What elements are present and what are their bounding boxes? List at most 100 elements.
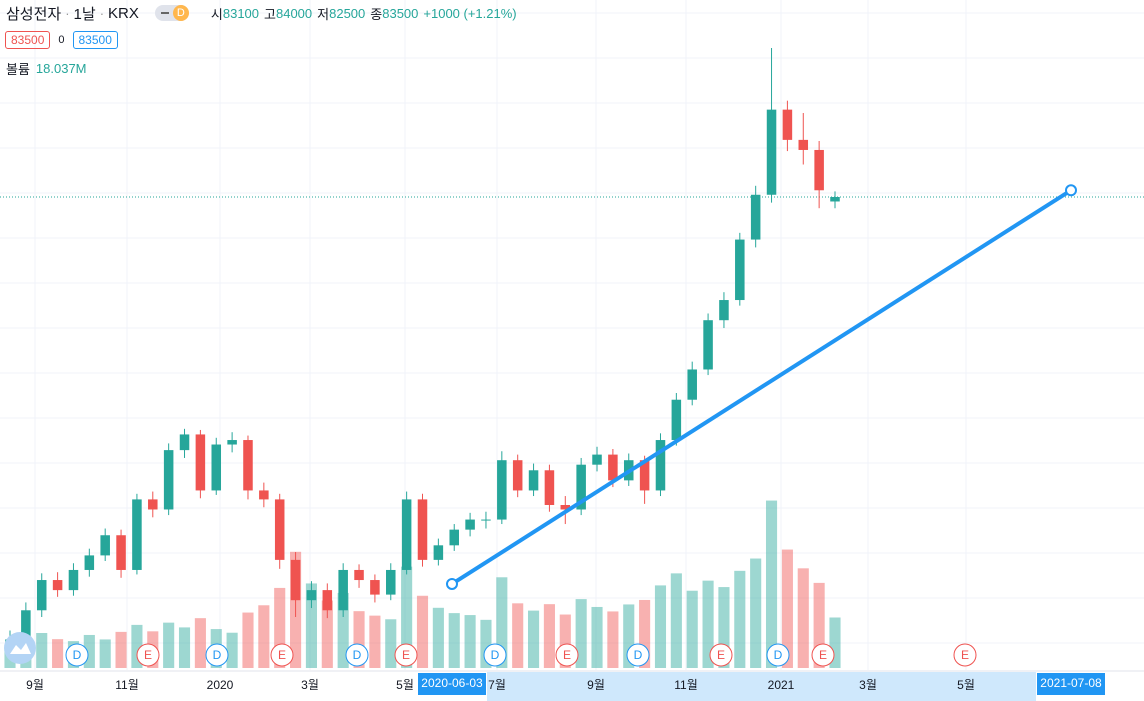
event-marker[interactable]	[811, 643, 835, 667]
volume-bar	[734, 570, 746, 668]
volume-bar	[591, 606, 603, 668]
close-value: 83500	[382, 5, 419, 21]
volume-bar	[163, 622, 175, 668]
candle-body	[148, 499, 158, 510]
volume-bar	[99, 639, 111, 668]
event-marker[interactable]	[709, 643, 733, 667]
candle-body	[449, 529, 459, 546]
trend-handle[interactable]	[1065, 184, 1077, 197]
high-value: 84000	[275, 5, 313, 21]
volume-bar	[337, 592, 349, 668]
event-label: D	[491, 648, 500, 662]
candle-body	[370, 580, 380, 595]
event-marker[interactable]	[555, 643, 579, 667]
candle-body	[274, 499, 285, 560]
event-label: D	[353, 648, 362, 662]
event-marker[interactable]	[136, 643, 160, 667]
volume-bar	[432, 607, 444, 668]
volume-bar	[274, 587, 286, 668]
candle-body	[179, 434, 190, 451]
trend-handle[interactable]	[446, 577, 458, 590]
candle-body	[84, 555, 95, 570]
event-label: E	[402, 648, 410, 662]
volume-bar	[543, 604, 555, 668]
volume-label: 볼륨	[6, 61, 30, 77]
candle-body	[608, 454, 618, 481]
low-label: 저	[317, 6, 330, 22]
x-tick-label: 2020	[207, 678, 234, 692]
sell-price[interactable]: 83500	[5, 31, 51, 49]
volume-bar	[686, 590, 698, 668]
candle-body	[433, 545, 444, 560]
volume-bar	[623, 604, 635, 668]
event-label: D	[634, 648, 643, 662]
event-marker[interactable]	[205, 643, 229, 667]
volume-bar	[813, 582, 825, 668]
volume-bar	[115, 631, 127, 668]
event-label: D	[774, 648, 783, 662]
candle-body	[719, 300, 729, 321]
volume-bar	[385, 619, 397, 668]
event-marker[interactable]	[394, 643, 418, 667]
event-marker[interactable]	[270, 643, 294, 667]
x-tick-label: 11월	[674, 678, 698, 692]
candle-body	[687, 369, 697, 400]
candle-body	[386, 569, 396, 595]
volume-bar	[654, 585, 667, 668]
candle-body	[417, 499, 428, 560]
candle-body	[259, 490, 269, 500]
volume-bar	[36, 633, 48, 668]
candle-body	[497, 460, 507, 520]
candle-body	[576, 464, 586, 510]
volume-bar	[258, 605, 270, 668]
volume-bar	[194, 618, 206, 668]
interval[interactable]: 1날	[73, 5, 96, 23]
symbol[interactable]: 삼성전자	[6, 5, 62, 23]
event-marker[interactable]	[345, 643, 369, 667]
candle-body	[735, 239, 745, 301]
change: +1000 (+1.21%)	[423, 5, 517, 21]
volume-bar	[242, 612, 254, 668]
candle-body	[354, 569, 364, 581]
date-label-box	[1037, 673, 1105, 695]
event-marker[interactable]	[953, 643, 977, 667]
candle-body	[306, 590, 317, 601]
event-label: D	[213, 648, 222, 662]
candle-body	[195, 434, 206, 491]
candle-body	[211, 444, 222, 491]
x-tick-label: 9월	[26, 678, 44, 692]
event-label: E	[144, 648, 152, 662]
volume-bar	[797, 568, 809, 668]
volume-bar	[83, 634, 95, 668]
toggle[interactable]: D	[154, 5, 189, 21]
volume-bar	[496, 577, 508, 668]
volume-bar	[829, 617, 841, 668]
badge: D	[172, 5, 189, 21]
logo-icon	[10, 643, 31, 654]
volume-bar	[639, 599, 651, 668]
volume-bar	[781, 549, 793, 668]
event-marker[interactable]	[766, 643, 790, 667]
event-marker[interactable]	[65, 643, 89, 667]
event-marker[interactable]	[626, 643, 650, 667]
candle-body	[766, 109, 777, 195]
volume-bar	[369, 615, 381, 668]
candle-body	[68, 569, 79, 591]
event-marker[interactable]	[483, 643, 507, 667]
x-tick-label: 3월	[301, 678, 319, 692]
candle-body	[36, 580, 47, 611]
candle-body	[544, 470, 555, 505]
volume-bar	[305, 583, 317, 668]
high-label: 고	[264, 6, 276, 22]
logo	[4, 632, 36, 664]
event-label: E	[819, 648, 827, 662]
candle-body	[21, 610, 31, 640]
volume-bar	[512, 603, 524, 668]
candle-body	[52, 580, 63, 591]
volume-bar	[559, 614, 571, 668]
trend-line	[450, 188, 1073, 586]
candle-body	[100, 535, 110, 556]
buy-price[interactable]: 83500	[72, 31, 118, 49]
exchange: KRX	[108, 4, 139, 22]
